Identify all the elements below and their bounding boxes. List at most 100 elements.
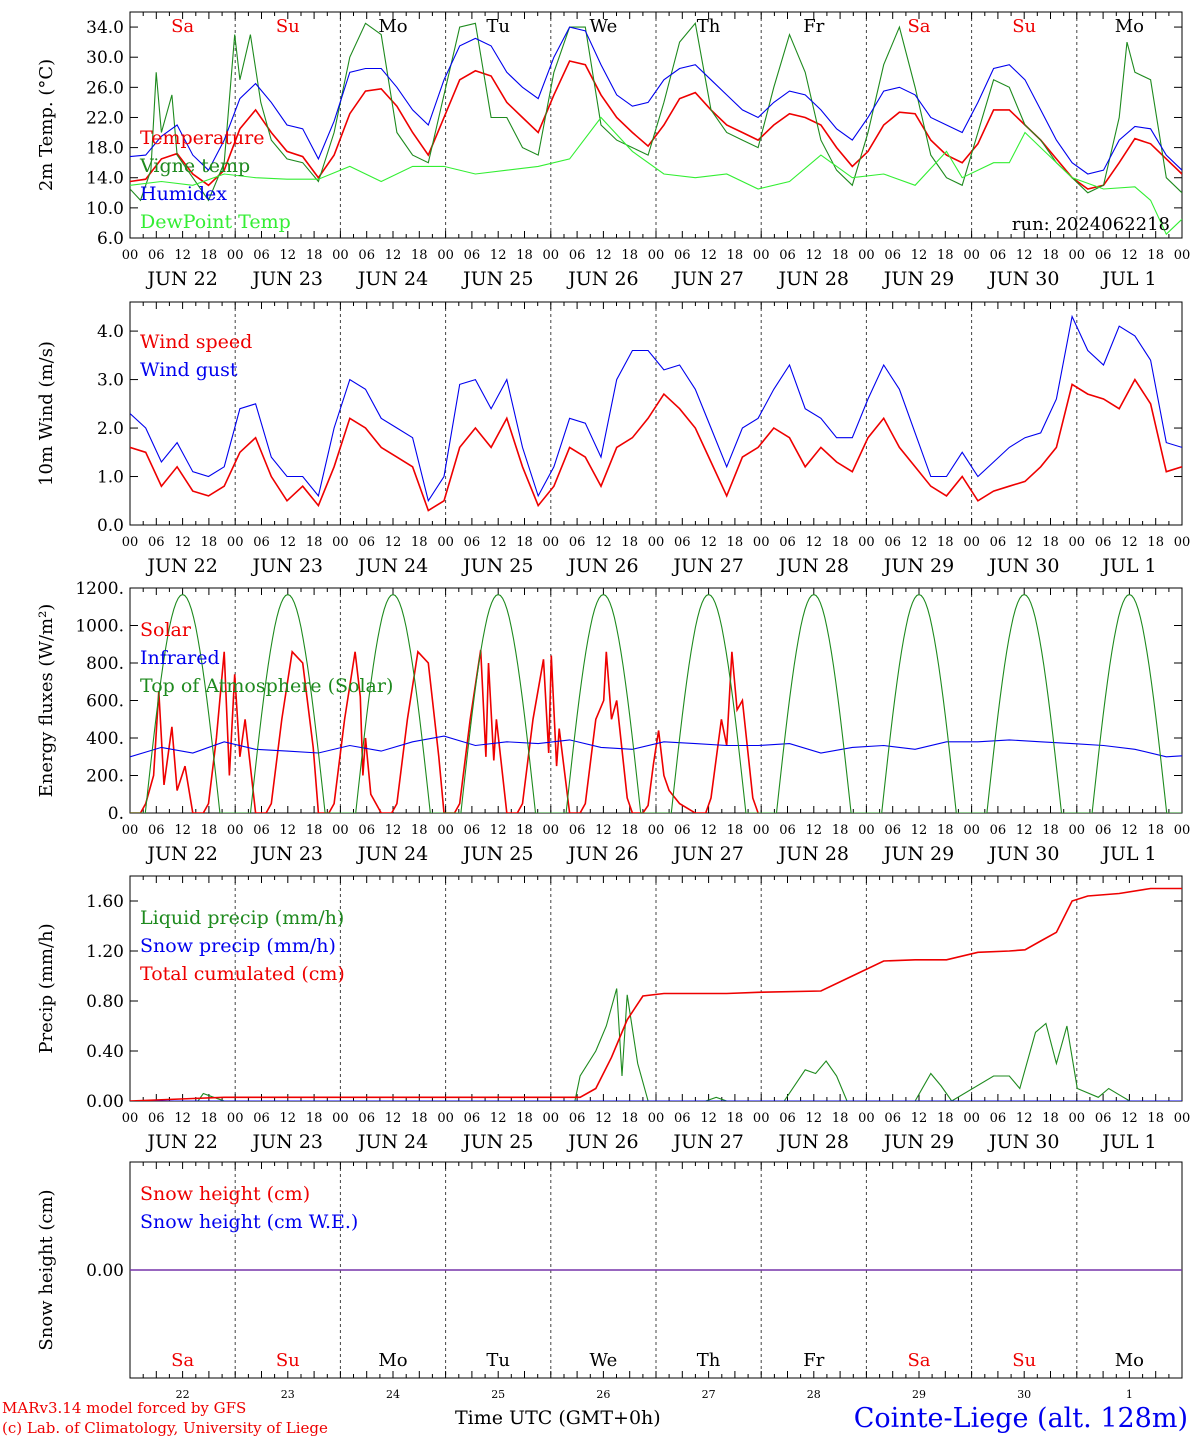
series-group: [130, 314, 1182, 512]
x-hour-label: 06: [884, 248, 901, 263]
x-hour-label: 18: [832, 535, 849, 550]
series-group: [130, 887, 1182, 1101]
x-hour-label: 06: [148, 535, 165, 550]
x-hour-label: 06: [1095, 823, 1112, 838]
x-hour-label: 18: [1042, 823, 1059, 838]
x-day-label: JUN 22: [145, 843, 217, 865]
x-hour-label: 00: [122, 248, 139, 263]
series-line-dewpoint-temp: [130, 116, 1182, 236]
x-day-label: JUN 22: [145, 555, 217, 577]
x-hour-label: 12: [385, 248, 402, 263]
x-day-label: JUN 23: [251, 555, 323, 577]
weekday-label: Mo: [1115, 1350, 1144, 1371]
x-day-label: JUN 30: [987, 268, 1059, 290]
weekday-label: Su: [1012, 16, 1036, 37]
x-hour-label: 00: [227, 823, 244, 838]
x-hour-label: 18: [1147, 535, 1164, 550]
y-tick-label: 400.: [86, 729, 124, 749]
x-hour-label: 06: [358, 1111, 375, 1126]
y-tick-label: 4.0: [97, 322, 124, 342]
x-day-label: JUN 29: [882, 1131, 954, 1153]
x-hour-label: 06: [674, 823, 691, 838]
x-day-label: JUN 30: [987, 1131, 1059, 1153]
series-line-total-cumulated-cm-: [130, 887, 1182, 1101]
day-number-label: 1: [1126, 1388, 1133, 1401]
x-day-label: JUN 22: [145, 268, 217, 290]
x-axis-title: Time UTC (GMT+0h): [455, 1407, 661, 1429]
x-day-label: JUN 25: [461, 843, 533, 865]
x-day-label: JUN 27: [671, 555, 743, 577]
x-hour-label: 12: [174, 248, 191, 263]
x-hour-label: 12: [490, 1111, 507, 1126]
x-hour-label: 06: [253, 248, 270, 263]
x-hour-label: 00: [1174, 823, 1191, 838]
day-number-label: 25: [491, 1388, 505, 1401]
weekday-label: Th: [697, 1350, 721, 1371]
x-hour-label: 12: [174, 823, 191, 838]
day-number-label: 28: [807, 1388, 821, 1401]
x-hour-label: 12: [1016, 823, 1033, 838]
run-annotation: run: 2024062218: [1012, 214, 1170, 235]
x-hour-label: 18: [727, 823, 744, 838]
x-hour-label: 06: [990, 1111, 1007, 1126]
x-hour-label: 06: [779, 1111, 796, 1126]
weekday-label: Fr: [803, 16, 824, 37]
x-hour-label: 12: [806, 248, 823, 263]
x-hour-label: 12: [1121, 823, 1138, 838]
y-tick-label: 1.0: [97, 468, 124, 488]
legend-entry: Temperature: [140, 127, 264, 149]
x-hour-label: 12: [700, 248, 717, 263]
x-hour-label: 00: [963, 535, 980, 550]
panel-2: 0.0 1.0 2.0 3.0 4.0 10m Wind (m/s) 00 06 12 18 00 0…: [36, 301, 1190, 577]
panel-4: 0.00 0.40 0.80 1.20 1.60 Precip (mm/h) 00 06 12 1…: [36, 875, 1190, 1153]
x-hour-label: 06: [569, 823, 586, 838]
x-hour-label: 12: [1121, 1111, 1138, 1126]
x-hour-label: 18: [832, 1111, 849, 1126]
legend-entry: Snow height (cm): [140, 1183, 310, 1205]
x-hour-label: 06: [1095, 248, 1112, 263]
x-hour-label: 00: [437, 248, 454, 263]
x-hour-label: 18: [1147, 823, 1164, 838]
y-tick-label: 0.0: [97, 516, 124, 536]
y-axis-label: Precip (mm/h): [36, 923, 57, 1053]
x-hour-label: 18: [727, 1111, 744, 1126]
x-hour-label: 18: [727, 248, 744, 263]
y-tick-label: 18.0: [86, 139, 124, 159]
x-hour-label: 12: [1016, 248, 1033, 263]
x-hour-label: 06: [990, 248, 1007, 263]
x-hour-label: 18: [1147, 248, 1164, 263]
x-day-label: JUN 25: [461, 555, 533, 577]
x-hour-label: 12: [385, 823, 402, 838]
series-group: [130, 22, 1182, 236]
x-hour-label: 12: [280, 823, 297, 838]
x-day-label: JUN 29: [882, 843, 954, 865]
x-hour-label: 06: [884, 823, 901, 838]
x-day-label: JUL 1: [1100, 555, 1156, 577]
x-hour-label: 00: [543, 535, 560, 550]
x-day-label: JUL 1: [1100, 268, 1156, 290]
legend-entry: Snow precip (mm/h): [140, 935, 336, 957]
x-hour-label: 18: [306, 823, 323, 838]
legend-entry: Vigne temp: [139, 155, 250, 177]
x-hour-label: 12: [174, 535, 191, 550]
x-hour-label: 06: [148, 823, 165, 838]
x-day-label: JUL 1: [1100, 1131, 1156, 1153]
x-hour-label: 18: [937, 823, 954, 838]
x-day-label: JUN 30: [987, 843, 1059, 865]
x-day-label: JUN 26: [566, 268, 638, 290]
series-line-wind-speed: [130, 378, 1182, 512]
x-hour-label: 06: [990, 823, 1007, 838]
legend-entry: Infrared: [140, 647, 220, 669]
x-hour-label: 06: [1095, 535, 1112, 550]
x-hour-label: 12: [280, 248, 297, 263]
weekday-label: Th: [697, 16, 721, 37]
x-hour-label: 00: [648, 248, 665, 263]
x-day-label: JUN 25: [461, 1131, 533, 1153]
y-tick-label: 0.80: [86, 992, 124, 1012]
x-hour-label: 18: [937, 248, 954, 263]
series-line-vigne-temp: [130, 22, 1182, 202]
x-hour-label: 00: [437, 823, 454, 838]
weekday-label: Mo: [378, 16, 407, 37]
x-hour-label: 00: [122, 1111, 139, 1126]
x-day-label: JUN 23: [251, 843, 323, 865]
